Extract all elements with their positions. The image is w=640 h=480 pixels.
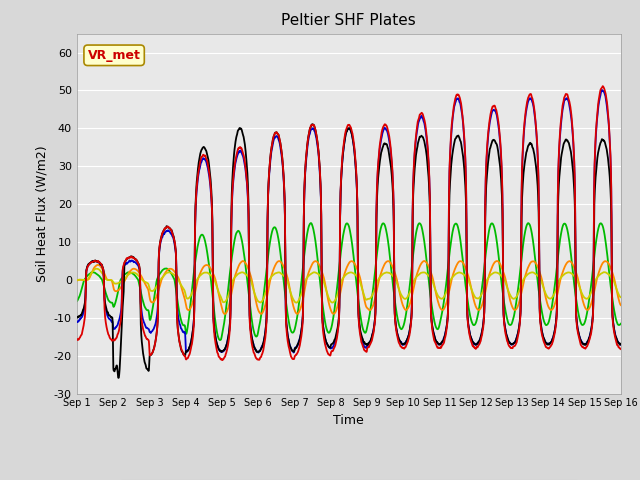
Text: VR_met: VR_met <box>88 49 141 62</box>
Y-axis label: Soil Heat Flux (W/m2): Soil Heat Flux (W/m2) <box>35 145 48 282</box>
X-axis label: Time: Time <box>333 414 364 427</box>
Title: Peltier SHF Plates: Peltier SHF Plates <box>282 13 416 28</box>
